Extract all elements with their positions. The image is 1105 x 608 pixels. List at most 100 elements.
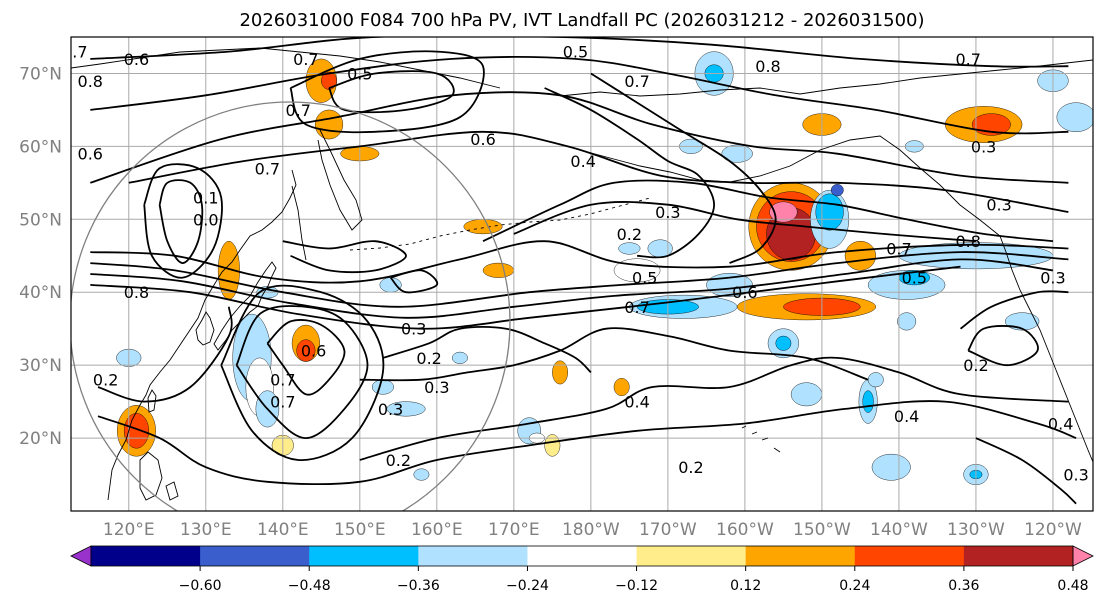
pc-shade-blob — [544, 434, 561, 457]
pv-contour-line — [90, 91, 1069, 184]
lat-tick-label: 60°N — [19, 137, 62, 157]
pc-shade-blob — [123, 413, 149, 449]
colorbar-swatch — [418, 546, 528, 566]
contour-label: 0.7 — [285, 101, 310, 120]
contour-label: 0.4 — [894, 407, 919, 426]
contour-label: 0.7 — [270, 371, 295, 390]
colorbar-tick-label: −0.48 — [288, 578, 331, 594]
pc-shade-blob — [867, 372, 884, 388]
pc-shade-blob — [775, 335, 792, 351]
contour-label: 0.0 — [193, 210, 218, 229]
pc-shade-blob — [296, 339, 316, 362]
contour-label: 0.7 — [293, 50, 318, 69]
colorbar-tick-label: 0.36 — [948, 578, 979, 594]
contour-label: 0.7 — [956, 50, 981, 69]
colorbar-frame — [90, 545, 1074, 567]
pc-shade-blob — [1005, 312, 1040, 331]
pv-contour-line — [482, 179, 1054, 243]
colorbar-tick-label: −0.60 — [179, 578, 222, 594]
contour-label: 0.3 — [378, 400, 403, 419]
pc-shade-blob — [815, 193, 844, 231]
pv-contour-line — [282, 240, 407, 274]
map-title: 2026031000 F084 700 hPa PV, IVT Landfall… — [239, 10, 924, 31]
colorbar-extend-high — [1072, 545, 1094, 567]
colorbar-swatch — [745, 546, 856, 566]
lon-tick-label: 140°W — [870, 520, 928, 540]
coastline-taiwan — [147, 389, 157, 413]
lon-tick-label: 150°E — [334, 520, 386, 540]
pv-contours — [90, 37, 1077, 505]
contour-label: 0.7 — [255, 159, 280, 178]
contour-label: 0.7 — [624, 298, 649, 317]
pc-shade-blob — [482, 262, 515, 278]
lat-tick-label: 70°N — [19, 64, 62, 84]
pv-contour-line — [382, 326, 592, 374]
colorbar-extend-low — [70, 545, 92, 567]
lat-tick-label: 20°N — [19, 429, 62, 449]
pv-contour-line — [359, 327, 869, 382]
pc-shade-blob — [871, 453, 911, 481]
colorbar-swatch — [854, 546, 965, 566]
colorbar-tick-label: 0.24 — [839, 578, 870, 594]
coastline-north-america-west — [999, 235, 1093, 463]
lat-tick-label: 40°N — [19, 283, 62, 303]
pv-contour-line — [544, 87, 716, 259]
colorbar-swatch — [963, 546, 1074, 566]
colorbar-swatch — [91, 546, 201, 566]
contour-label: 0.5 — [902, 269, 927, 288]
pc-shade-blob — [618, 242, 641, 255]
pc-shade-blob — [862, 390, 874, 413]
contour-label: 0.3 — [1040, 269, 1065, 288]
coastline-korea — [195, 311, 215, 346]
contour-label: 0.3 — [424, 378, 449, 397]
contour-label: 0.6 — [470, 130, 495, 149]
colorbar-tick-label: 0.12 — [730, 578, 761, 594]
contour-label: 0.8 — [78, 72, 103, 91]
colorbar-tick-label: 0.48 — [1057, 578, 1088, 594]
contour-label: 0.2 — [617, 225, 642, 244]
lon-tick-label: 130°E — [180, 520, 232, 540]
contour-label: 0.8 — [124, 283, 149, 302]
lat-tick-label: 50°N — [19, 210, 62, 230]
pv-contour-line — [513, 201, 976, 243]
coastline-arctic — [559, 59, 1093, 97]
pc-shade-blob — [613, 258, 661, 283]
pv-contour-line — [128, 130, 1069, 213]
pc-shade-blob — [1056, 102, 1093, 132]
pv-contour-line — [289, 50, 485, 134]
pc-shade-blob — [463, 219, 503, 235]
coastline-sakhalin-kamchatka — [291, 129, 363, 261]
lon-tick-label: 160°W — [716, 520, 774, 540]
pc-shade-blob — [897, 312, 917, 331]
contour-label: 0.8 — [755, 57, 780, 76]
pv-contour-line — [967, 325, 1039, 367]
colorbar-tick-label: −0.36 — [397, 578, 440, 594]
pv-contour-line — [328, 70, 455, 114]
pc-shade-blob — [314, 109, 344, 140]
lon-tick-label: 140°E — [257, 520, 309, 540]
coastline-asia — [107, 169, 297, 501]
contour-label: 0.7 — [62, 43, 87, 62]
lon-tick-label: 170°E — [488, 520, 540, 540]
colorbar-swatch — [636, 546, 747, 566]
pc-shade-blob — [371, 379, 394, 395]
map-frame — [70, 36, 1094, 512]
colorbar-tick-label: −0.12 — [615, 578, 658, 594]
contour-label: 0.3 — [986, 196, 1011, 215]
graticule — [71, 37, 1093, 511]
lon-tick-label: 120°W — [1024, 520, 1082, 540]
pc-shade-blob — [386, 401, 426, 417]
contour-label: 0.2 — [386, 451, 411, 470]
coastline-philippines — [139, 451, 179, 501]
colorbar-swatch — [309, 546, 419, 566]
colorbar-tick-label: −0.24 — [506, 578, 549, 594]
pv-contour-line — [959, 290, 1069, 330]
pv-contour-line — [97, 306, 233, 403]
lon-tick-label: 120°E — [103, 520, 155, 540]
lon-tick-label: 180°W — [562, 520, 620, 540]
pv-contour-line — [90, 37, 1069, 68]
contour-label: 0.3 — [401, 320, 426, 339]
contour-label: 0.6 — [78, 145, 103, 164]
